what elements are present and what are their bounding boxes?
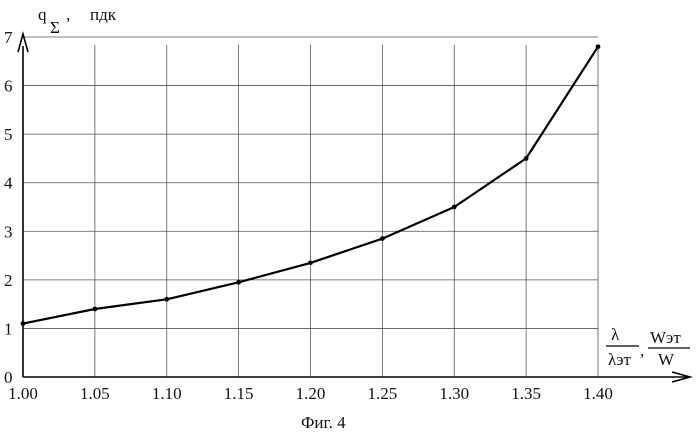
data-point — [236, 280, 241, 285]
y-tick-label: 3 — [4, 222, 13, 241]
y-axis-label-unit: пдк — [90, 5, 117, 24]
data-point — [524, 156, 529, 161]
y-tick-labels: 01234567 — [4, 28, 13, 387]
grid — [23, 37, 598, 377]
data-point — [308, 260, 313, 265]
y-axis-label-comma: , — [66, 5, 70, 24]
y-axis-label-symbol: q — [38, 5, 47, 24]
y-tick-label: 6 — [4, 77, 13, 96]
x-axis-label-lambda-num: λ — [611, 325, 620, 344]
x-tick-label: 1.30 — [439, 384, 469, 403]
y-tick-label: 4 — [4, 174, 13, 193]
data-point — [596, 44, 601, 49]
figure-caption: Фиг. 4 — [301, 413, 346, 432]
data-point — [21, 321, 26, 326]
y-tick-label: 1 — [4, 319, 13, 338]
x-tick-label: 1.10 — [152, 384, 182, 403]
x-axis-label-w-den: W — [658, 350, 675, 369]
x-tick-label: 1.20 — [296, 384, 326, 403]
x-axis-label-comma: , — [640, 341, 644, 360]
x-axis-label-w-num: Wэт — [650, 328, 681, 347]
x-tick-label: 1.25 — [368, 384, 398, 403]
x-tick-label: 1.40 — [583, 384, 613, 403]
y-tick-label: 7 — [4, 28, 13, 47]
y-tick-label: 5 — [4, 125, 13, 144]
x-tick-label: 1.15 — [224, 384, 254, 403]
x-tick-label: 1.35 — [511, 384, 541, 403]
data-point — [452, 205, 457, 210]
axes — [18, 34, 690, 382]
x-axis-label-lambda-den: λэт — [608, 350, 632, 369]
x-tick-labels: 1.00 1.05 1.10 1.15 1.20 1.25 1.30 1.35 1.40 — [8, 384, 613, 403]
y-axis-label-subscript: Σ — [50, 18, 60, 37]
data-point — [164, 297, 169, 302]
x-tick-label: 1.05 — [80, 384, 110, 403]
data-point — [92, 307, 97, 312]
y-tick-label: 2 — [4, 271, 13, 290]
data-point — [380, 236, 385, 241]
x-tick-label: 1.00 — [8, 384, 38, 403]
